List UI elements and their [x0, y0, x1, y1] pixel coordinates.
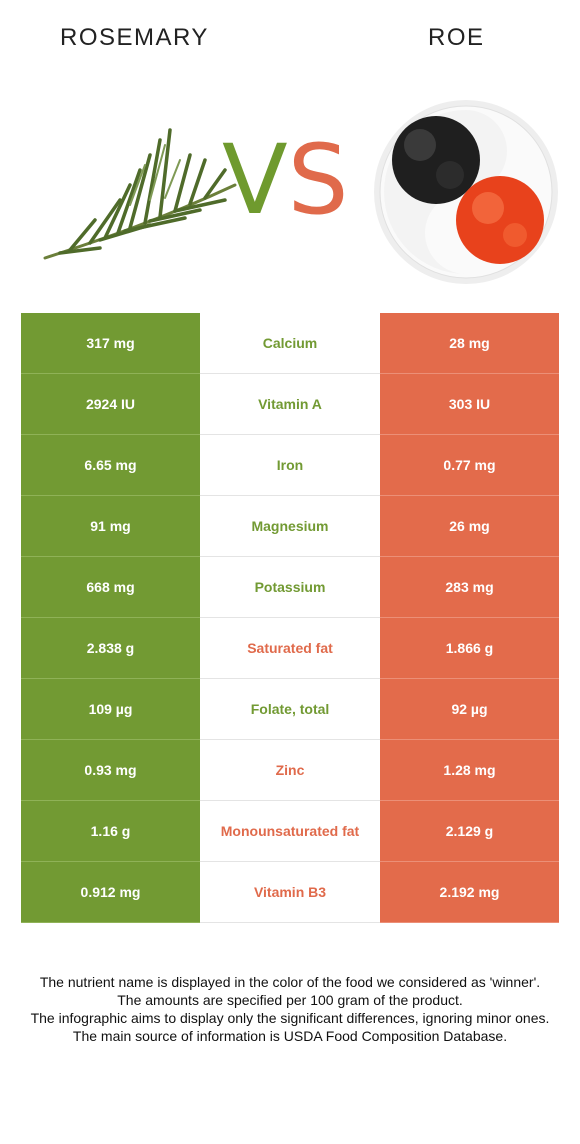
- nutrient-name: Vitamin B3: [200, 861, 380, 923]
- left-value: 2.838 g: [21, 617, 200, 679]
- left-value: 0.912 mg: [21, 861, 200, 923]
- right-value: 1.28 mg: [380, 739, 559, 801]
- right-value: 92 µg: [380, 678, 559, 740]
- right-value: 303 IU: [380, 373, 559, 435]
- left-food-title: ROSEMARY: [60, 24, 209, 51]
- footnotes: The nutrient name is displayed in the co…: [10, 973, 570, 1045]
- left-value: 6.65 mg: [21, 434, 200, 496]
- food-images: [43, 100, 558, 284]
- table-row: 1.16 g Monounsaturated fat 2.129 g: [21, 800, 559, 862]
- left-value: 668 mg: [21, 556, 200, 618]
- rosemary-image: [43, 128, 237, 260]
- table-row: 668 mg Potassium 283 mg: [21, 556, 559, 618]
- note: The main source of information is USDA F…: [72, 1028, 508, 1044]
- left-value: 91 mg: [21, 495, 200, 557]
- nutrient-name: Potassium: [200, 556, 380, 618]
- table-row: 109 µg Folate, total 92 µg: [21, 678, 559, 740]
- left-value: 2924 IU: [21, 373, 200, 435]
- left-value: 1.16 g: [21, 800, 200, 862]
- right-food-title: ROE: [428, 24, 485, 51]
- note: The amounts are specified per 100 gram o…: [117, 992, 463, 1008]
- table-row: 2924 IU Vitamin A 303 IU: [21, 373, 559, 435]
- table-row: 317 mg Calcium 28 mg: [21, 313, 559, 374]
- left-value: 317 mg: [21, 313, 200, 374]
- nutrient-name: Vitamin A: [200, 373, 380, 435]
- right-value: 26 mg: [380, 495, 559, 557]
- nutrient-name: Calcium: [200, 313, 380, 374]
- left-value: 109 µg: [21, 678, 200, 740]
- note: The infographic aims to display only the…: [30, 1010, 550, 1026]
- table-row: 0.912 mg Vitamin B3 2.192 mg: [21, 861, 559, 923]
- right-value: 28 mg: [380, 313, 559, 374]
- nutrient-name: Folate, total: [200, 678, 380, 740]
- right-value: 2.192 mg: [380, 861, 559, 923]
- nutrient-name: Iron: [200, 434, 380, 496]
- roe-image: [374, 100, 558, 284]
- nutrient-name: Magnesium: [200, 495, 380, 557]
- nutrient-name: Saturated fat: [200, 617, 380, 679]
- table-row: 2.838 g Saturated fat 1.866 g: [21, 617, 559, 679]
- table-row: 6.65 mg Iron 0.77 mg: [21, 434, 559, 496]
- vs-label: VS: [222, 124, 349, 236]
- nutrient-name: Monounsaturated fat: [200, 800, 380, 862]
- right-value: 1.866 g: [380, 617, 559, 679]
- right-value: 283 mg: [380, 556, 559, 618]
- right-value: 0.77 mg: [380, 434, 559, 496]
- table-row: 91 mg Magnesium 26 mg: [21, 495, 559, 557]
- nutrient-name: Zinc: [200, 739, 380, 801]
- right-value: 2.129 g: [380, 800, 559, 862]
- note: The nutrient name is displayed in the co…: [39, 974, 541, 990]
- table-row: 0.93 mg Zinc 1.28 mg: [21, 739, 559, 801]
- left-value: 0.93 mg: [21, 739, 200, 801]
- comparison-table: 317 mg Calcium 28 mg 2924 IU Vitamin A 303 IU…: [21, 313, 559, 923]
